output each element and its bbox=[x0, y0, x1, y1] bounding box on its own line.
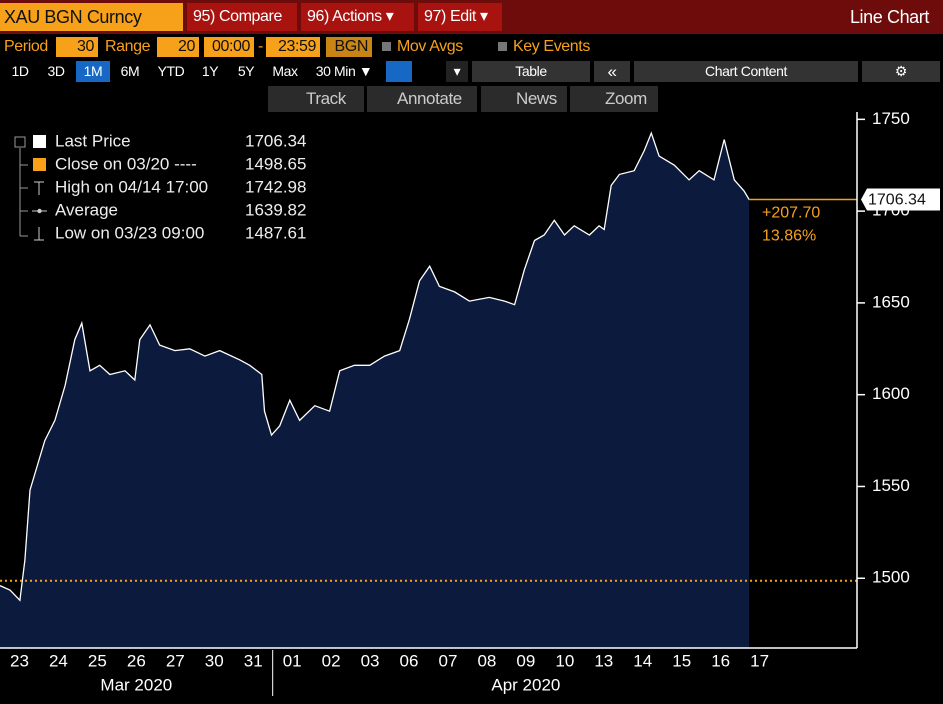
chart-type-button[interactable] bbox=[386, 61, 412, 82]
last-price-box bbox=[861, 188, 940, 211]
x-tick-label: 10 bbox=[555, 651, 574, 670]
range-button[interactable]: YTD bbox=[157, 63, 185, 79]
x-tick-label: 08 bbox=[477, 651, 496, 670]
legend-value: 1639.82 bbox=[245, 200, 306, 219]
x-tick-label: 24 bbox=[49, 651, 68, 670]
period-input[interactable]: 30 bbox=[56, 37, 98, 57]
y-tick-label: 1750 bbox=[872, 112, 910, 128]
legend-label: High on 04/14 17:00 bbox=[55, 177, 208, 196]
x-tick-label: 14 bbox=[633, 651, 652, 670]
x-tick-label: 03 bbox=[361, 651, 380, 670]
legend-icon bbox=[34, 181, 44, 195]
checkbox[interactable] bbox=[498, 42, 507, 51]
table-button[interactable]: Table bbox=[472, 61, 590, 82]
interval-select[interactable]: 30 Min ▼ bbox=[315, 63, 373, 79]
legend-swatch bbox=[14, 136, 26, 148]
y-tick-label: 1600 bbox=[872, 384, 910, 403]
legend-value: 1487.61 bbox=[245, 223, 306, 242]
checkbox[interactable] bbox=[382, 42, 391, 51]
range-button[interactable]: 3D bbox=[47, 63, 65, 79]
legend-label: Last Price bbox=[55, 131, 131, 150]
collapse-button[interactable]: « bbox=[594, 61, 630, 82]
compare-button[interactable]: 95) Compare bbox=[187, 3, 297, 31]
legend-tree bbox=[19, 148, 28, 237]
legend-value: 1498.65 bbox=[245, 154, 306, 173]
x-tick-label: 27 bbox=[166, 651, 185, 670]
key-events[interactable]: Key Events bbox=[513, 38, 590, 55]
period-label: Period bbox=[4, 38, 48, 55]
area bbox=[0, 133, 750, 649]
range-button[interactable]: 5Y bbox=[237, 63, 255, 79]
legend-swatch bbox=[33, 158, 46, 171]
x-tick-label: 07 bbox=[439, 651, 458, 670]
annotate-button[interactable]: Annotate bbox=[367, 86, 477, 112]
y-tick-label: 1650 bbox=[872, 292, 910, 311]
zoom-button[interactable]: Zoom bbox=[570, 86, 658, 112]
x-tick-label: 02 bbox=[322, 651, 341, 670]
legend-label: Close on 03/20 ---- bbox=[55, 154, 197, 173]
menu-button[interactable]: ▾ bbox=[446, 61, 468, 82]
source-input[interactable]: BGN bbox=[326, 37, 372, 57]
x-tick-label: 01 bbox=[283, 651, 302, 670]
x-tick-label: 30 bbox=[205, 651, 224, 670]
range-button[interactable]: 1M bbox=[76, 61, 110, 82]
edit-button[interactable]: 97) Edit ▾ bbox=[418, 3, 502, 31]
legend-icon bbox=[37, 208, 42, 214]
x-tick-label: 06 bbox=[400, 651, 419, 670]
range-button[interactable]: Max bbox=[272, 63, 298, 79]
range-label: Range bbox=[105, 38, 151, 55]
x-tick-label: 16 bbox=[711, 651, 730, 670]
change-pct: 13.86% bbox=[762, 228, 816, 245]
x-tick-label: 23 bbox=[10, 651, 29, 670]
start-input[interactable]: 00:00 bbox=[204, 37, 254, 57]
track-button[interactable]: Track bbox=[268, 86, 364, 112]
price-line bbox=[0, 131, 750, 602]
y-tick-label: 1550 bbox=[872, 476, 910, 495]
legend-value: 1742.98 bbox=[245, 177, 306, 196]
end-input[interactable]: 23:59 bbox=[266, 37, 320, 57]
actions-button[interactable]: 96) Actions ▾ bbox=[301, 3, 414, 31]
x-tick-label: 13 bbox=[594, 651, 613, 670]
dash: - bbox=[258, 38, 263, 55]
y-tick-label: 1500 bbox=[872, 568, 910, 587]
change: +207.70 bbox=[762, 205, 820, 222]
legend-value: 1706.34 bbox=[245, 131, 306, 150]
legend-swatch bbox=[33, 135, 46, 148]
range-input[interactable]: 20 bbox=[157, 37, 199, 57]
security-field[interactable]: XAU BGN Curncy bbox=[0, 3, 183, 31]
x-tick-label: 17 bbox=[750, 651, 769, 670]
range-button[interactable]: 1D bbox=[11, 63, 29, 79]
legend-label: Average bbox=[55, 200, 118, 219]
range-button[interactable]: 1Y bbox=[201, 63, 219, 79]
legend-label: Low on 03/23 09:00 bbox=[55, 223, 204, 242]
x-tick-label: 09 bbox=[516, 651, 535, 670]
x-tick-label: 31 bbox=[244, 651, 263, 670]
range-button[interactable]: 6M bbox=[120, 63, 140, 79]
view-title: Line Chart bbox=[849, 7, 929, 27]
x-tick-label: 15 bbox=[672, 651, 691, 670]
chart: 1706.34 +207.70 13.86% 1500 1550 1600 1650 1700… bbox=[0, 112, 940, 696]
chart-content-button[interactable]: Chart Content bbox=[634, 61, 858, 82]
news-button[interactable]: News bbox=[481, 86, 567, 112]
legend-icon bbox=[34, 227, 44, 241]
y-tick-label: 1700 bbox=[872, 201, 910, 220]
last-price-label: 1706.34 bbox=[868, 192, 926, 209]
settings-button[interactable]: ⚙ bbox=[862, 61, 940, 82]
month-label: Apr 2020 bbox=[491, 675, 560, 694]
mov-avgs[interactable]: Mov Avgs bbox=[397, 38, 463, 55]
x-tick-label: 26 bbox=[127, 651, 146, 670]
x-tick-label: 25 bbox=[88, 651, 107, 670]
month-label: Mar 2020 bbox=[100, 675, 172, 694]
